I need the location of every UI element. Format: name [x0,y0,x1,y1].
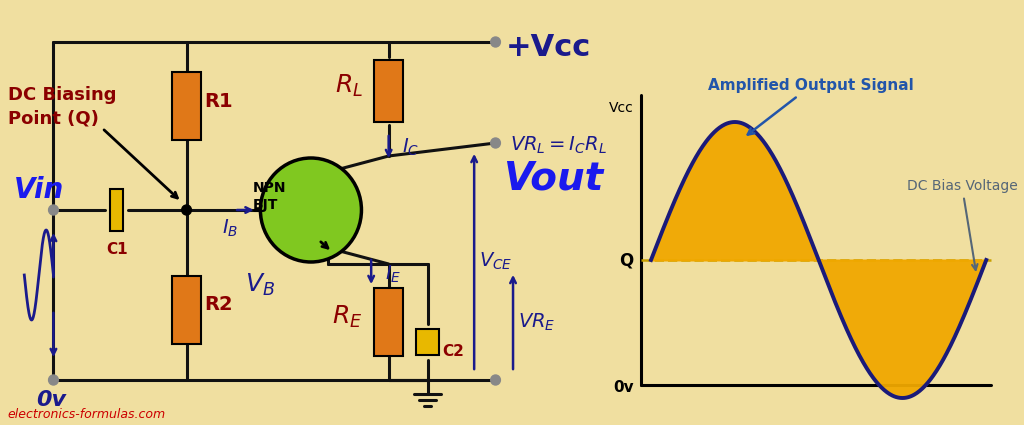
Circle shape [48,205,58,215]
FancyBboxPatch shape [172,72,201,140]
Text: 0v: 0v [613,380,634,394]
FancyBboxPatch shape [172,276,201,344]
Text: Vcc: Vcc [609,101,634,115]
Circle shape [260,158,361,262]
Text: electronics-formulas.com: electronics-formulas.com [8,408,166,422]
Circle shape [181,205,191,215]
FancyBboxPatch shape [374,288,403,356]
Text: Vout: Vout [504,159,603,197]
Text: R1: R1 [204,91,232,110]
FancyBboxPatch shape [110,189,124,231]
Text: $R_L$: $R_L$ [335,73,364,99]
Text: $I_C$: $I_C$ [402,136,420,158]
Text: DC Biasing: DC Biasing [8,86,117,104]
Text: DC Bias Voltage: DC Bias Voltage [906,179,1017,270]
Text: $V_B$: $V_B$ [245,272,274,298]
Text: Q: Q [620,251,634,269]
Circle shape [490,138,501,148]
Text: Point (Q): Point (Q) [8,109,98,127]
Text: $R_E$: $R_E$ [333,304,362,330]
Text: NPN: NPN [253,181,286,195]
Text: Amplified Output Signal: Amplified Output Signal [709,78,914,135]
Text: C1: C1 [105,242,127,257]
FancyBboxPatch shape [374,60,403,122]
Text: $VR_L = I_C R_L$: $VR_L = I_C R_L$ [510,134,607,156]
Circle shape [490,37,501,47]
Text: $V_{CE}$: $V_{CE}$ [479,251,512,272]
Text: $I_E$: $I_E$ [385,264,401,285]
Text: BJT: BJT [253,198,278,212]
Text: $I_B$: $I_B$ [222,217,239,239]
Circle shape [490,375,501,385]
FancyBboxPatch shape [416,329,439,355]
Text: C2: C2 [442,345,464,360]
Text: 0v: 0v [37,390,67,410]
Text: +Vcc: +Vcc [505,32,591,62]
Text: Vin: Vin [13,176,63,204]
Text: $VR_E$: $VR_E$ [518,312,555,333]
Text: R2: R2 [204,295,232,314]
Circle shape [48,375,58,385]
